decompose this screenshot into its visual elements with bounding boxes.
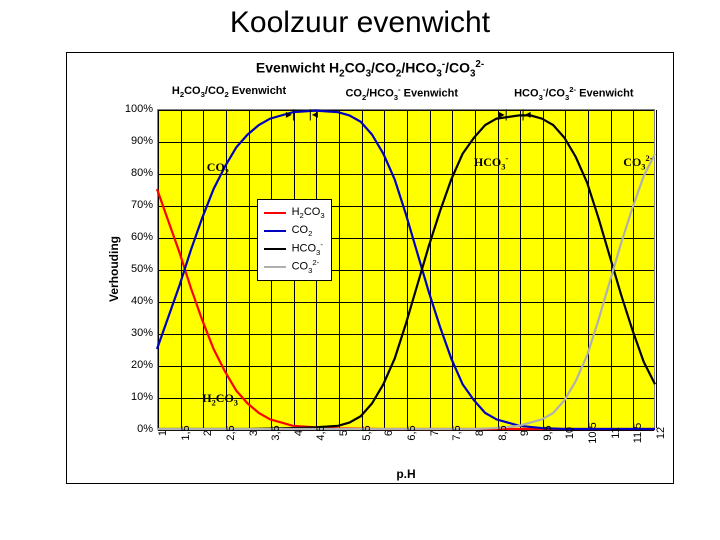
y-tick-label: 60% [113,231,153,243]
legend: H2CO3 CO2 HCO3-CO32- [257,199,332,281]
slide-title: Koolzuur evenwicht [0,0,720,44]
x-tick-label: 3 [248,430,260,436]
region-header: HCO3-/CO32- Evenwicht [514,85,633,102]
x-tick-label: 6 [383,430,395,436]
region-headers: H2CO3/CO2 Evenwicht CO2/HCO3- Evenwicht HC… [157,85,653,103]
chart-title: Evenwicht H2CO3/CO2/HCO3-/CO32- [67,59,673,79]
x-tick-label: 2 [202,430,214,436]
gridline-v [656,110,657,428]
series-co3 [157,154,655,429]
annotation-label: CO2 [207,160,229,176]
region-header: H2CO3/CO2 Evenwicht [172,85,286,99]
x-tick-label: 4 [293,430,305,436]
x-tick-label: 3,5 [270,425,282,440]
legend-swatch [264,212,286,214]
y-tick-label: 30% [113,327,153,339]
y-tick-label: 10% [113,391,153,403]
x-axis-label: p.H [157,467,655,481]
chart-container: Evenwicht H2CO3/CO2/HCO3-/CO32- H2CO3/CO… [66,52,674,484]
region-divider: ▸||◂ [499,107,531,121]
plot-wrap: Verhouding p.H 0%10%20%30%40%50%60%70%80… [157,109,655,429]
legend-item: CO32- [264,258,325,276]
legend-label: CO2 [292,224,313,238]
x-tick-label: 1,5 [180,425,192,440]
x-tick-label: 9 [519,430,531,436]
legend-item: H2CO3 [264,204,325,222]
x-tick-label: 2,5 [225,425,237,440]
x-tick-label: 8 [474,430,486,436]
x-tick-label: 5 [338,430,350,436]
x-tick-label: 8,5 [497,425,509,440]
y-tick-label: 0% [113,423,153,435]
region-divider: ▸||◂ [286,107,318,121]
y-tick-label: 70% [113,199,153,211]
x-tick-label: 7 [429,430,441,436]
x-tick-label: 10,5 [587,422,599,443]
slide: Koolzuur evenwicht Evenwicht H2CO3/CO2/H… [0,0,720,540]
y-tick-label: 90% [113,135,153,147]
x-tick-label: 1 [157,430,169,436]
y-tick-label: 100% [113,103,153,115]
curves-svg [157,109,655,429]
region-header: CO2/HCO3- Evenwicht [345,85,458,102]
legend-item: CO2 [264,222,325,240]
legend-label: CO32- [292,258,320,275]
legend-label: H2CO3 [292,206,325,220]
legend-swatch [264,266,286,268]
annotation-label: H2CO3 [202,391,238,407]
x-tick-label: 9,5 [542,425,554,440]
legend-swatch [264,230,286,232]
x-tick-label: 5,5 [361,425,373,440]
x-tick-label: 10 [564,427,576,439]
legend-item: HCO3- [264,240,325,258]
y-tick-label: 50% [113,263,153,275]
annotation-label: CO32- [623,154,652,171]
y-tick-label: 40% [113,295,153,307]
y-tick-label: 20% [113,359,153,371]
annotation-label: HCO3- [474,154,508,171]
x-tick-label: 11,5 [632,423,644,444]
x-tick-label: 7,5 [451,425,463,440]
x-tick-label: 6,5 [406,425,418,440]
x-tick-label: 4,5 [315,425,327,440]
x-tick-label: 11 [610,427,622,438]
y-tick-label: 80% [113,167,153,179]
legend-swatch [264,248,286,250]
legend-label: HCO3- [292,240,323,257]
x-tick-label: 12 [655,427,667,439]
